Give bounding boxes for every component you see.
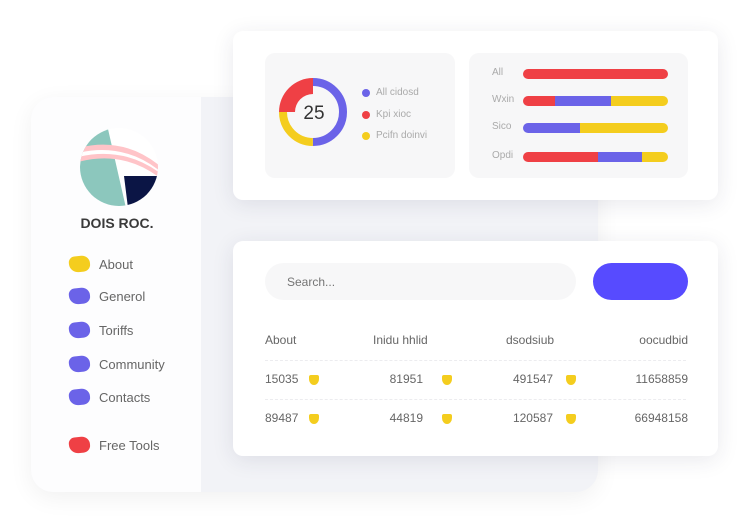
- shield-icon: [442, 375, 452, 385]
- contacts-icon: [68, 387, 91, 407]
- bar-segment: [554, 96, 612, 106]
- sidebar-item-contacts[interactable]: Contacts: [68, 387, 151, 407]
- legend-item: All cidosd: [362, 87, 419, 98]
- bar-label: All: [492, 67, 504, 78]
- stacked-bar: [523, 152, 668, 162]
- bar-segment: [611, 96, 668, 106]
- sidebar-item-free-tools[interactable]: Free Tools: [68, 435, 160, 455]
- search-input[interactable]: [265, 263, 576, 300]
- bar-panel: All Wxin Sico Opdi: [469, 53, 688, 178]
- bar-segment: [598, 152, 642, 162]
- sidebar: DOIS ROC. About Generol Toriffs Communit…: [31, 97, 201, 492]
- shield-icon: [566, 414, 576, 424]
- shield-icon: [309, 414, 319, 424]
- bar-segment: [523, 69, 668, 79]
- stats-card: 25 All cidosd Kpi xioc Pcifn doinvi All W…: [233, 31, 718, 200]
- toriffs-icon: [68, 320, 91, 340]
- stacked-bar: [523, 123, 668, 133]
- generol-icon: [68, 286, 91, 306]
- sidebar-item-toriffs[interactable]: Toriffs: [68, 320, 134, 340]
- brand-name: DOIS ROC.: [80, 215, 154, 231]
- stacked-bar: [523, 69, 668, 79]
- column-header[interactable]: About: [265, 333, 297, 347]
- nav-label: About: [99, 256, 133, 272]
- donut-chart: 25: [279, 78, 347, 146]
- column-header[interactable]: oocudbid: [639, 333, 688, 347]
- table-cell: 89487: [265, 411, 299, 425]
- donut-center-value: 25: [303, 103, 324, 124]
- bar-label: Wxin: [492, 94, 515, 105]
- table-cell: 81951: [389, 372, 423, 386]
- sidebar-item-community[interactable]: Community: [68, 354, 165, 374]
- bar-segment: [523, 96, 555, 106]
- nav-label: Toriffs: [99, 322, 134, 338]
- donut-panel: 25 All cidosd Kpi xioc Pcifn doinvi: [265, 53, 455, 178]
- sidebar-item-about[interactable]: About: [68, 254, 133, 274]
- bar-segment: [579, 123, 668, 133]
- column-header[interactable]: dsodsiub: [506, 333, 555, 347]
- nav-label: Contacts: [99, 389, 151, 405]
- legend-item: Kpi xioc: [362, 109, 411, 120]
- table-cell: 15035: [265, 372, 299, 386]
- table-cell: 120587: [512, 411, 553, 425]
- bar-segment: [523, 123, 580, 133]
- about-icon: [68, 254, 91, 274]
- logo-avatar: [80, 128, 158, 206]
- table-card: About Inidu hhlid dsodsiub oocudbid 1503…: [233, 241, 718, 456]
- divider: [265, 399, 686, 400]
- legend-item: Pcifn doinvi: [362, 130, 427, 141]
- nav-label: Free Tools: [99, 437, 160, 453]
- nav-label: Community: [99, 356, 165, 372]
- table-cell: 44819: [389, 411, 423, 425]
- shield-icon: [309, 375, 319, 385]
- table-cell: 491547: [512, 372, 553, 386]
- bar-label: Opdi: [492, 150, 514, 161]
- free-tools-icon: [68, 435, 91, 455]
- bar-segment: [523, 152, 599, 162]
- bar-label: Sico: [492, 121, 512, 132]
- bar-segment: [641, 152, 668, 162]
- nav-label: Generol: [99, 288, 146, 304]
- table-cell: 66948158: [634, 411, 688, 425]
- stacked-bar: [523, 96, 668, 106]
- community-icon: [68, 354, 91, 374]
- table-cell: 11658859: [635, 372, 689, 386]
- submit-button[interactable]: [593, 263, 688, 300]
- donut-segment-red: [279, 78, 313, 112]
- column-header[interactable]: Inidu hhlid: [373, 333, 428, 347]
- sidebar-item-generol[interactable]: Generol: [68, 286, 146, 306]
- shield-icon: [566, 375, 576, 385]
- shield-icon: [442, 414, 452, 424]
- divider: [265, 360, 686, 361]
